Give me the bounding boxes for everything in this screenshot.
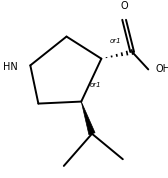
Text: OH: OH [156, 64, 168, 74]
Polygon shape [81, 102, 95, 135]
Text: or1: or1 [109, 38, 121, 44]
Text: or1: or1 [89, 82, 101, 88]
Text: HN: HN [3, 62, 18, 72]
Text: O: O [120, 1, 128, 11]
